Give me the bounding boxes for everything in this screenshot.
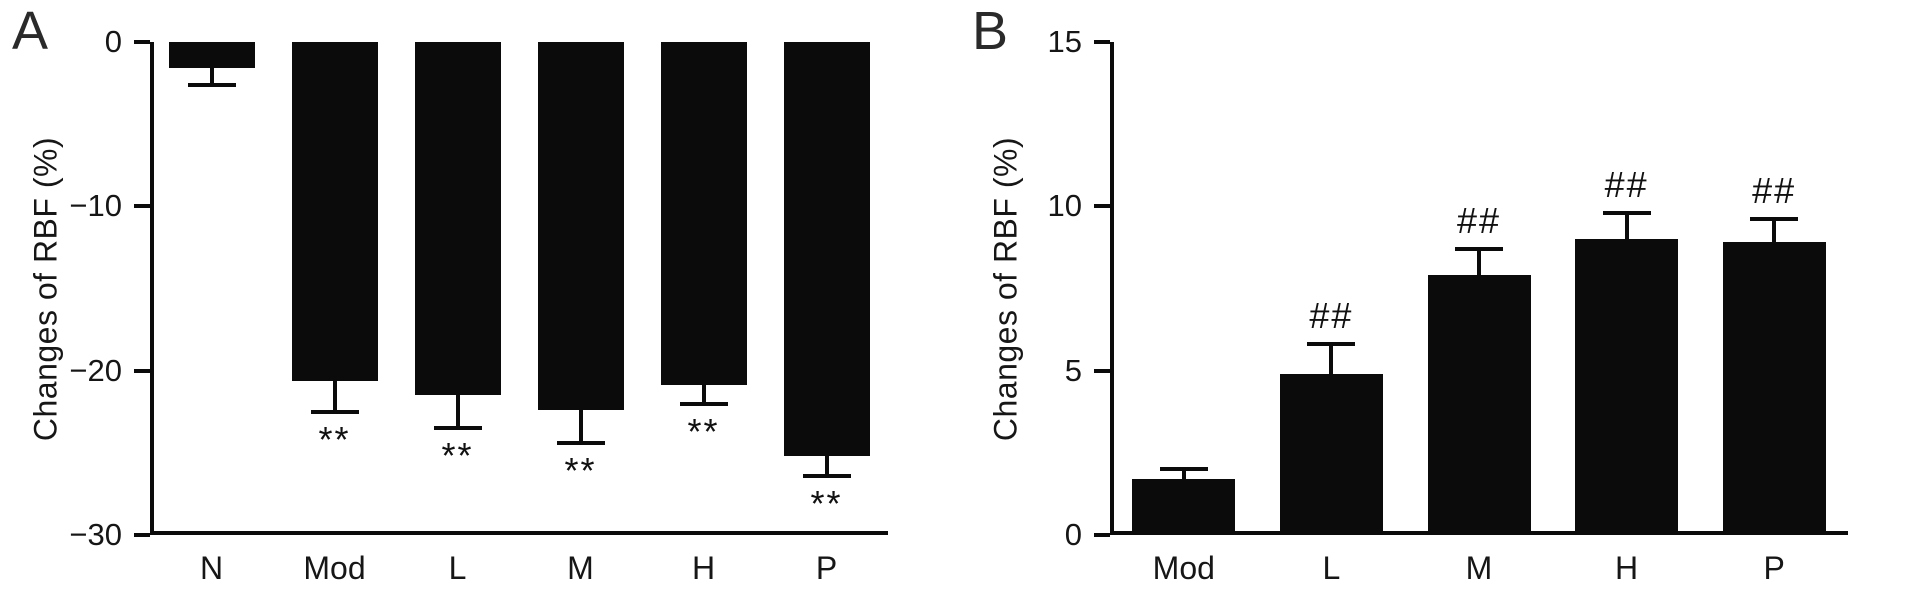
error-bar-cap <box>310 409 359 414</box>
panel-a: A Changes of RBF (%) 0 −10 −20 −30 N ** Mod ** L… <box>0 0 952 601</box>
y-tick-mark <box>134 40 150 44</box>
error-bar-cap <box>433 426 482 431</box>
y-tick-mark <box>134 533 150 537</box>
error-bar-line <box>209 68 214 85</box>
y-tick-label: 0 <box>1064 517 1082 552</box>
x-tick-label: L <box>1322 550 1341 586</box>
x-axis-line <box>150 531 888 535</box>
bar-n <box>168 42 255 69</box>
plot-area: 0 −10 −20 −30 N ** Mod ** L ** M ** H ** P <box>69 24 888 586</box>
significance-marker: ** <box>318 418 351 460</box>
panel-label-a: A <box>12 1 49 61</box>
error-bar-line <box>455 395 460 429</box>
error-bar-cap <box>1455 247 1503 252</box>
y-tick-label: 10 <box>1047 188 1082 224</box>
x-tick-label: H <box>691 550 716 586</box>
y-tick-mark <box>134 368 150 373</box>
y-tick-mark <box>134 204 150 209</box>
y-tick-mark <box>1094 533 1110 537</box>
error-bar-line <box>1772 219 1777 243</box>
significance-marker: ## <box>1604 163 1649 205</box>
y-axis-label-a: Changes of RBF (%) <box>27 136 64 442</box>
error-bar-cap <box>1159 467 1208 472</box>
bar-h <box>1575 239 1679 535</box>
error-bar-line <box>578 410 583 443</box>
significance-marker: ** <box>441 435 474 477</box>
x-tick-label: P <box>815 550 838 586</box>
x-tick-label: P <box>1763 550 1785 586</box>
x-tick-label: M <box>1465 550 1493 586</box>
y-tick-mark <box>1094 368 1110 373</box>
error-bar-cap <box>1602 210 1651 215</box>
significance-marker: ** <box>564 449 597 491</box>
panel-b: B Changes of RBF (%) 0 5 10 15 Mod ## L ## M ## H #… <box>960 0 1912 601</box>
significance-marker: ## <box>1752 170 1797 212</box>
x-tick-label: H <box>1615 550 1639 586</box>
bar-mod <box>291 42 378 381</box>
x-tick-label: M <box>567 550 594 586</box>
bar-l <box>1279 373 1383 535</box>
y-tick-label: −20 <box>69 352 122 388</box>
panel-label-b: B <box>972 1 1009 61</box>
error-bar-cap <box>1307 342 1356 347</box>
error-bar-cap <box>679 401 728 406</box>
x-tick-label: N <box>199 550 224 586</box>
error-bar-line <box>332 380 337 412</box>
error-bar-cap <box>556 440 605 445</box>
y-axis-line <box>1110 42 1114 535</box>
error-bar-line <box>1624 212 1629 240</box>
significance-marker: ** <box>687 410 720 452</box>
y-tick-mark <box>1094 40 1110 44</box>
bar-mod <box>1132 479 1236 535</box>
y-tick-mark <box>1094 204 1110 209</box>
y-tick-label: −30 <box>69 517 122 552</box>
error-bar-line <box>701 385 706 404</box>
y-tick-label: 5 <box>1064 352 1082 388</box>
bar-m <box>1427 275 1531 535</box>
error-bar-cap <box>1750 217 1799 222</box>
significance-marker: ## <box>1309 295 1354 337</box>
significance-marker: ** <box>810 482 843 524</box>
bar-p <box>1722 242 1826 535</box>
error-bar-line <box>1329 344 1334 374</box>
bar-p <box>783 42 870 457</box>
y-tick-label: 15 <box>1047 24 1082 59</box>
bar-l <box>414 42 501 396</box>
error-bar-cap <box>802 473 851 478</box>
y-tick-label: 0 <box>104 24 122 59</box>
error-bar-line <box>824 456 829 476</box>
bar-m <box>537 42 624 411</box>
x-tick-label: Mod <box>1152 550 1215 586</box>
error-bar-line <box>1181 469 1186 480</box>
plot-area: 0 5 10 15 Mod ## L ## M ## H ## P <box>1048 24 1848 586</box>
bar-h <box>660 42 747 386</box>
x-tick-label: L <box>448 550 467 586</box>
y-tick-label: −10 <box>69 188 122 224</box>
x-tick-label: Mod <box>303 550 366 586</box>
y-axis-label-b: Changes of RBF (%) <box>987 136 1024 442</box>
y-axis-line <box>150 42 154 535</box>
error-bar-line <box>1477 249 1481 276</box>
error-bar-cap <box>187 82 236 87</box>
significance-marker: ## <box>1456 200 1502 242</box>
